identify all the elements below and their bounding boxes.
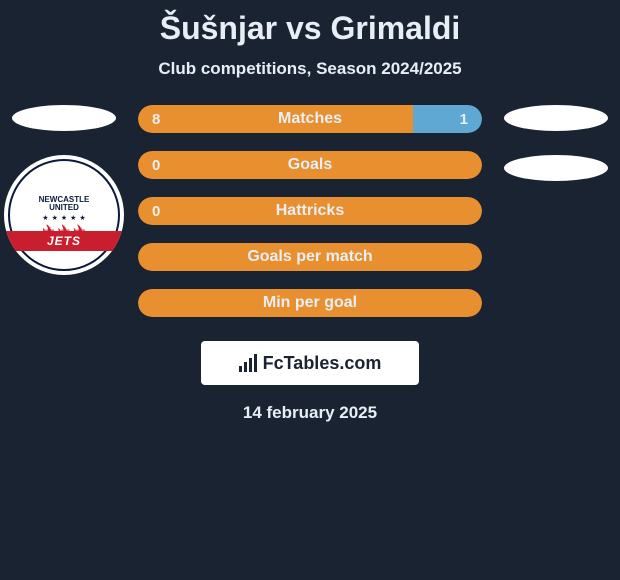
brand-text: FcTables.com	[263, 353, 382, 374]
stat-bar: Goals per match	[138, 243, 482, 271]
left-ellipse-1	[12, 105, 116, 131]
subtitle: Club competitions, Season 2024/2025	[0, 59, 620, 79]
stat-bar: 0Hattricks	[138, 197, 482, 225]
comparison-card: Šušnjar vs Grimaldi Club competitions, S…	[0, 0, 620, 431]
main-row: NEWCASTLE UNITED ★ ★ ★ ★ ★ ✈ ✈ ✈ JETS	[0, 105, 620, 317]
bar-label: Min per goal	[138, 289, 482, 317]
team-badge-newcastle-jets: NEWCASTLE UNITED ★ ★ ★ ★ ★ ✈ ✈ ✈ JETS	[4, 155, 124, 275]
right-side-col	[500, 105, 612, 181]
left-side-col: NEWCASTLE UNITED ★ ★ ★ ★ ★ ✈ ✈ ✈ JETS	[8, 105, 120, 275]
brand-box[interactable]: FcTables.com	[201, 341, 419, 385]
bar-label: Matches	[138, 105, 482, 133]
right-ellipse-2	[504, 155, 608, 181]
stat-bar: 0Goals	[138, 151, 482, 179]
chart-icon	[239, 354, 257, 372]
date-label: 14 february 2025	[0, 403, 620, 423]
page-title: Šušnjar vs Grimaldi	[0, 10, 620, 47]
bar-label: Goals	[138, 151, 482, 179]
badge-band-text: JETS	[47, 234, 81, 248]
stat-bar: Min per goal	[138, 289, 482, 317]
badge-band: JETS	[4, 231, 124, 251]
badge-ring	[8, 159, 120, 271]
stat-bar: 81Matches	[138, 105, 482, 133]
right-ellipse-1	[504, 105, 608, 131]
bar-label: Goals per match	[138, 243, 482, 271]
bars-column: 81Matches 0Goals 0Hattricks Goals per match…	[130, 105, 490, 317]
bar-label: Hattricks	[138, 197, 482, 225]
